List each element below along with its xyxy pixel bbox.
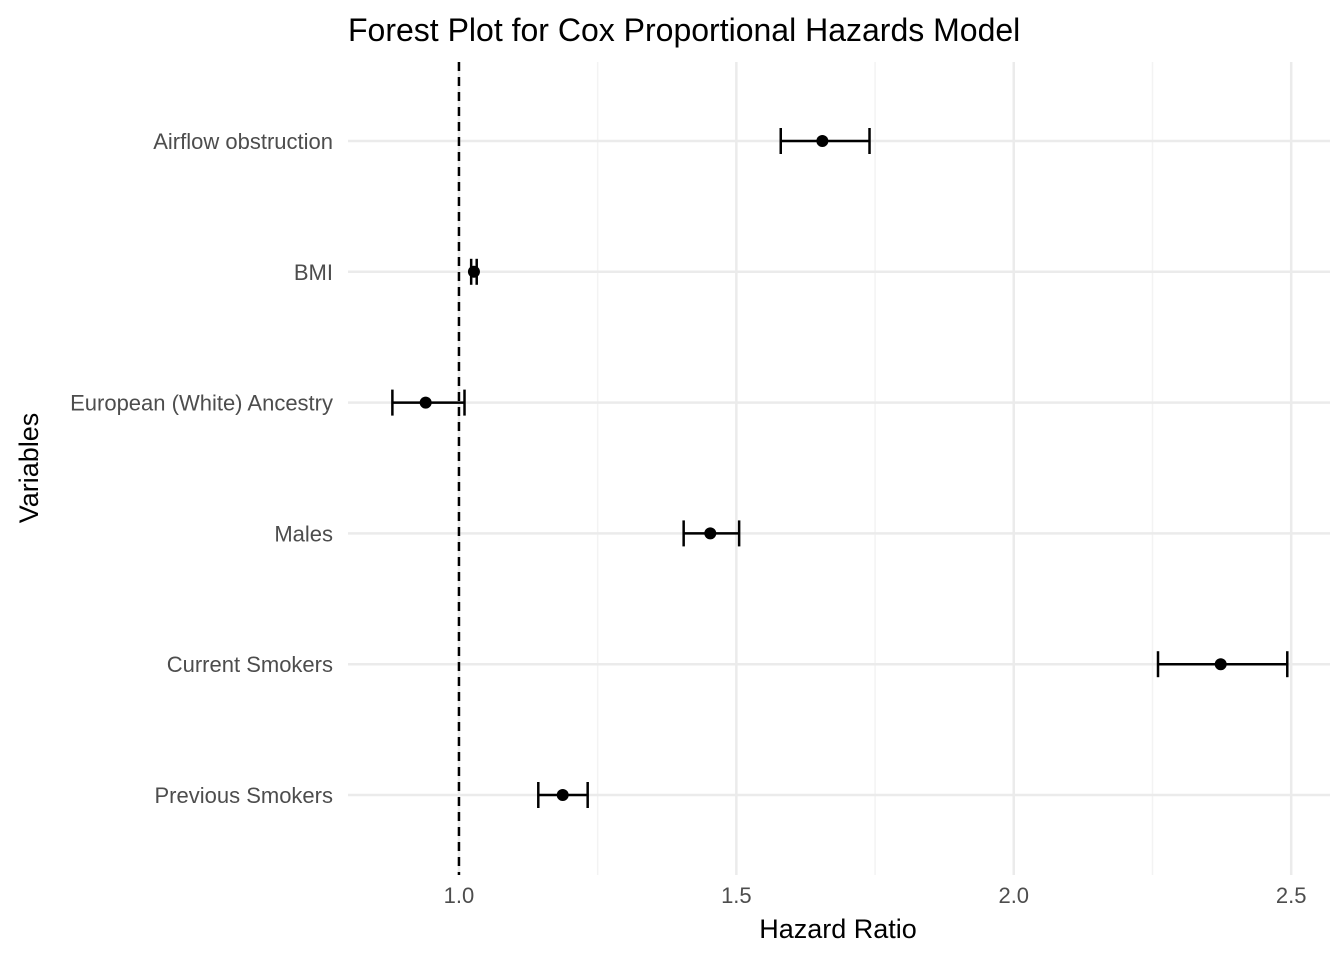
y-tick-labels: Airflow obstruction BMI European (White) A… — [70, 129, 333, 808]
minor-gridlines — [596, 62, 1154, 875]
y-axis-title: Variables — [14, 413, 44, 524]
forest-row — [537, 782, 589, 808]
marks-layer — [391, 128, 1289, 808]
hazard-ratio-point — [704, 527, 717, 540]
forest-row — [467, 258, 480, 285]
forest-row — [682, 520, 741, 547]
x-axis-title: Hazard Ratio — [759, 914, 917, 944]
x-tick-label: 1.0 — [444, 883, 475, 908]
hazard-ratio-point — [1214, 658, 1227, 671]
x-tick-label: 2.5 — [1276, 883, 1307, 908]
hazard-ratio-point — [556, 789, 569, 801]
y-tick-label: BMI — [294, 260, 333, 285]
y-tick-label: Previous Smokers — [154, 783, 333, 808]
x-tick-labels: 1.0 1.5 2.0 2.5 — [444, 883, 1307, 908]
y-tick-label: Males — [274, 521, 333, 546]
y-tick-label: Airflow obstruction — [153, 129, 333, 154]
major-gridlines — [348, 62, 1330, 875]
y-tick-label: Current Smokers — [167, 652, 333, 677]
chart-title: Forest Plot for Cox Proportional Hazards… — [348, 12, 1020, 48]
forest-row — [391, 389, 466, 416]
forest-row — [1156, 651, 1289, 678]
hazard-ratio-point — [467, 265, 480, 278]
x-tick-label: 1.5 — [721, 883, 752, 908]
x-tick-label: 2.0 — [998, 883, 1029, 908]
y-tick-label: European (White) Ancestry — [70, 391, 333, 416]
forest-row — [779, 128, 871, 154]
hazard-ratio-point — [816, 135, 829, 147]
hazard-ratio-point — [419, 396, 432, 409]
